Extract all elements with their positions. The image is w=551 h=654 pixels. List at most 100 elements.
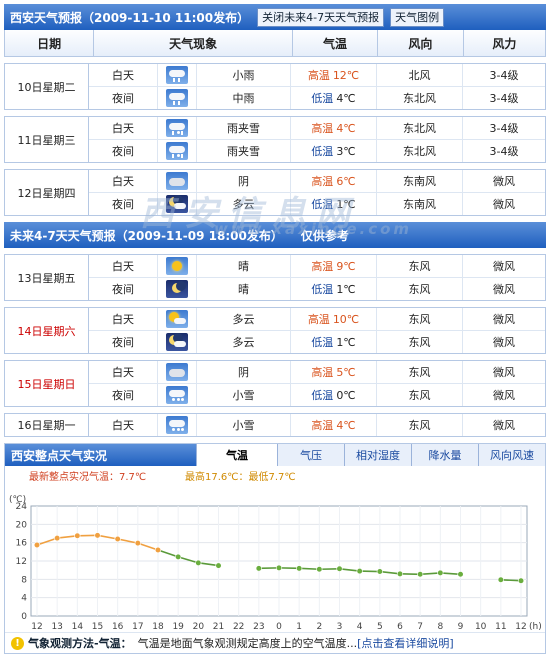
period-label: 白天 [89, 255, 158, 277]
temp-label: 低温 [311, 281, 333, 297]
day-date: 12日星期四 [5, 170, 89, 215]
temp-label: 低温 [311, 196, 333, 212]
wind-force: 微风 [463, 414, 545, 436]
x-tick-label: 20 [193, 622, 205, 632]
weather-icon-cell [158, 117, 197, 139]
wind-direction: 东风 [377, 255, 463, 277]
data-point [95, 533, 101, 539]
live-tab-3[interactable]: 降水量 [411, 444, 478, 466]
data-point [498, 577, 504, 583]
phenomenon-text: 小雨 [197, 64, 291, 86]
footer-note: ! 气象观测方法-气温： 气温是地面气象观测规定高度上的空气温度... [点击查… [5, 632, 545, 653]
x-tick-label: 23 [253, 622, 264, 632]
wind-force: 微风 [463, 278, 545, 300]
y-tick-label: 0 [21, 612, 27, 622]
temp-value: 1℃ [336, 198, 355, 211]
nightcloud-weather-icon [166, 195, 188, 213]
period-label: 夜间 [89, 140, 158, 162]
wind-direction: 东风 [377, 278, 463, 300]
data-point [518, 578, 524, 584]
data-point [296, 566, 302, 572]
wind-force: 微风 [463, 361, 545, 383]
temp-label: 高温 [311, 173, 333, 189]
rs-weather-icon [166, 119, 188, 137]
x-tick-label: 5 [377, 622, 383, 632]
temp-label: 高温 [308, 67, 330, 83]
temp-value: 6℃ [336, 175, 355, 188]
data-point [397, 571, 403, 577]
temp-label: 高温 [311, 417, 333, 433]
temp-label: 高温 [308, 311, 330, 327]
info-icon: ! [11, 637, 24, 650]
live-tab-1[interactable]: 气压 [277, 444, 344, 466]
footer-label: 气象观测方法-气温： [28, 635, 132, 651]
weather-icon-cell [158, 361, 197, 383]
rs-weather-icon [166, 142, 188, 160]
period-label: 白天 [89, 170, 158, 192]
phenomenon-text: 多云 [197, 331, 291, 353]
wind-direction: 东南风 [377, 193, 463, 215]
period-label: 白天 [89, 64, 158, 86]
data-point [417, 571, 423, 577]
wind-force: 3-4级 [463, 140, 545, 162]
close-future-button[interactable]: 关闭未来4-7天天气预报 [257, 8, 384, 27]
max-min-text: 最高17.6℃：最低7.7℃ [185, 470, 296, 483]
cloud-weather-icon [166, 172, 188, 190]
future-title: 未来4-7天天气预报（2009-11-09 18:00发布） [10, 227, 283, 244]
temp-value: 1℃ [336, 283, 355, 296]
temp-value: 0℃ [336, 389, 355, 402]
legend-button[interactable]: 天气图例 [390, 8, 444, 27]
weather-icon-cell [158, 64, 197, 86]
day-date: 13日星期五 [5, 255, 89, 300]
moon-weather-icon [166, 280, 188, 298]
y-tick-label: 4 [21, 594, 27, 604]
temp-value: 5℃ [336, 366, 355, 379]
col-wind-direction: 风向 [378, 30, 463, 56]
col-date: 日期 [5, 30, 94, 56]
day-date: 15日星期日 [5, 361, 89, 406]
wind-direction: 东南风 [377, 170, 463, 192]
wind-force: 微风 [463, 331, 545, 353]
wind-direction: 东北风 [377, 117, 463, 139]
y-tick-label: 16 [16, 539, 28, 549]
detail-link[interactable]: [点击查看详细说明] [357, 635, 454, 651]
data-point [34, 542, 40, 548]
x-tick-label: 22 [233, 622, 244, 632]
x-tick-label: 18 [152, 622, 164, 632]
temp-label: 高温 [311, 364, 333, 380]
data-point [75, 533, 81, 539]
live-tab-2[interactable]: 相对湿度 [344, 444, 411, 466]
temp-label: 高温 [311, 258, 333, 274]
wind-force: 微风 [463, 193, 545, 215]
x-tick-label: 2 [316, 622, 322, 632]
temp-value: 1℃ [336, 336, 355, 349]
day-date: 10日星期二 [5, 64, 89, 109]
x-tick-label: 19 [172, 622, 184, 632]
day-date: 11日星期三 [5, 117, 89, 162]
live-tab-0[interactable]: 气温 [196, 444, 277, 466]
y-unit-label: (℃) [9, 495, 26, 505]
x-tick-label: 1 [296, 622, 302, 632]
live-tab-4[interactable]: 风向风速 [478, 444, 545, 466]
data-point [276, 565, 282, 571]
wind-direction: 东风 [377, 414, 463, 436]
data-point [377, 569, 383, 575]
wind-force: 微风 [463, 384, 545, 406]
x-tick-label: 17 [132, 622, 143, 632]
x-tick-label: 13 [51, 622, 62, 632]
